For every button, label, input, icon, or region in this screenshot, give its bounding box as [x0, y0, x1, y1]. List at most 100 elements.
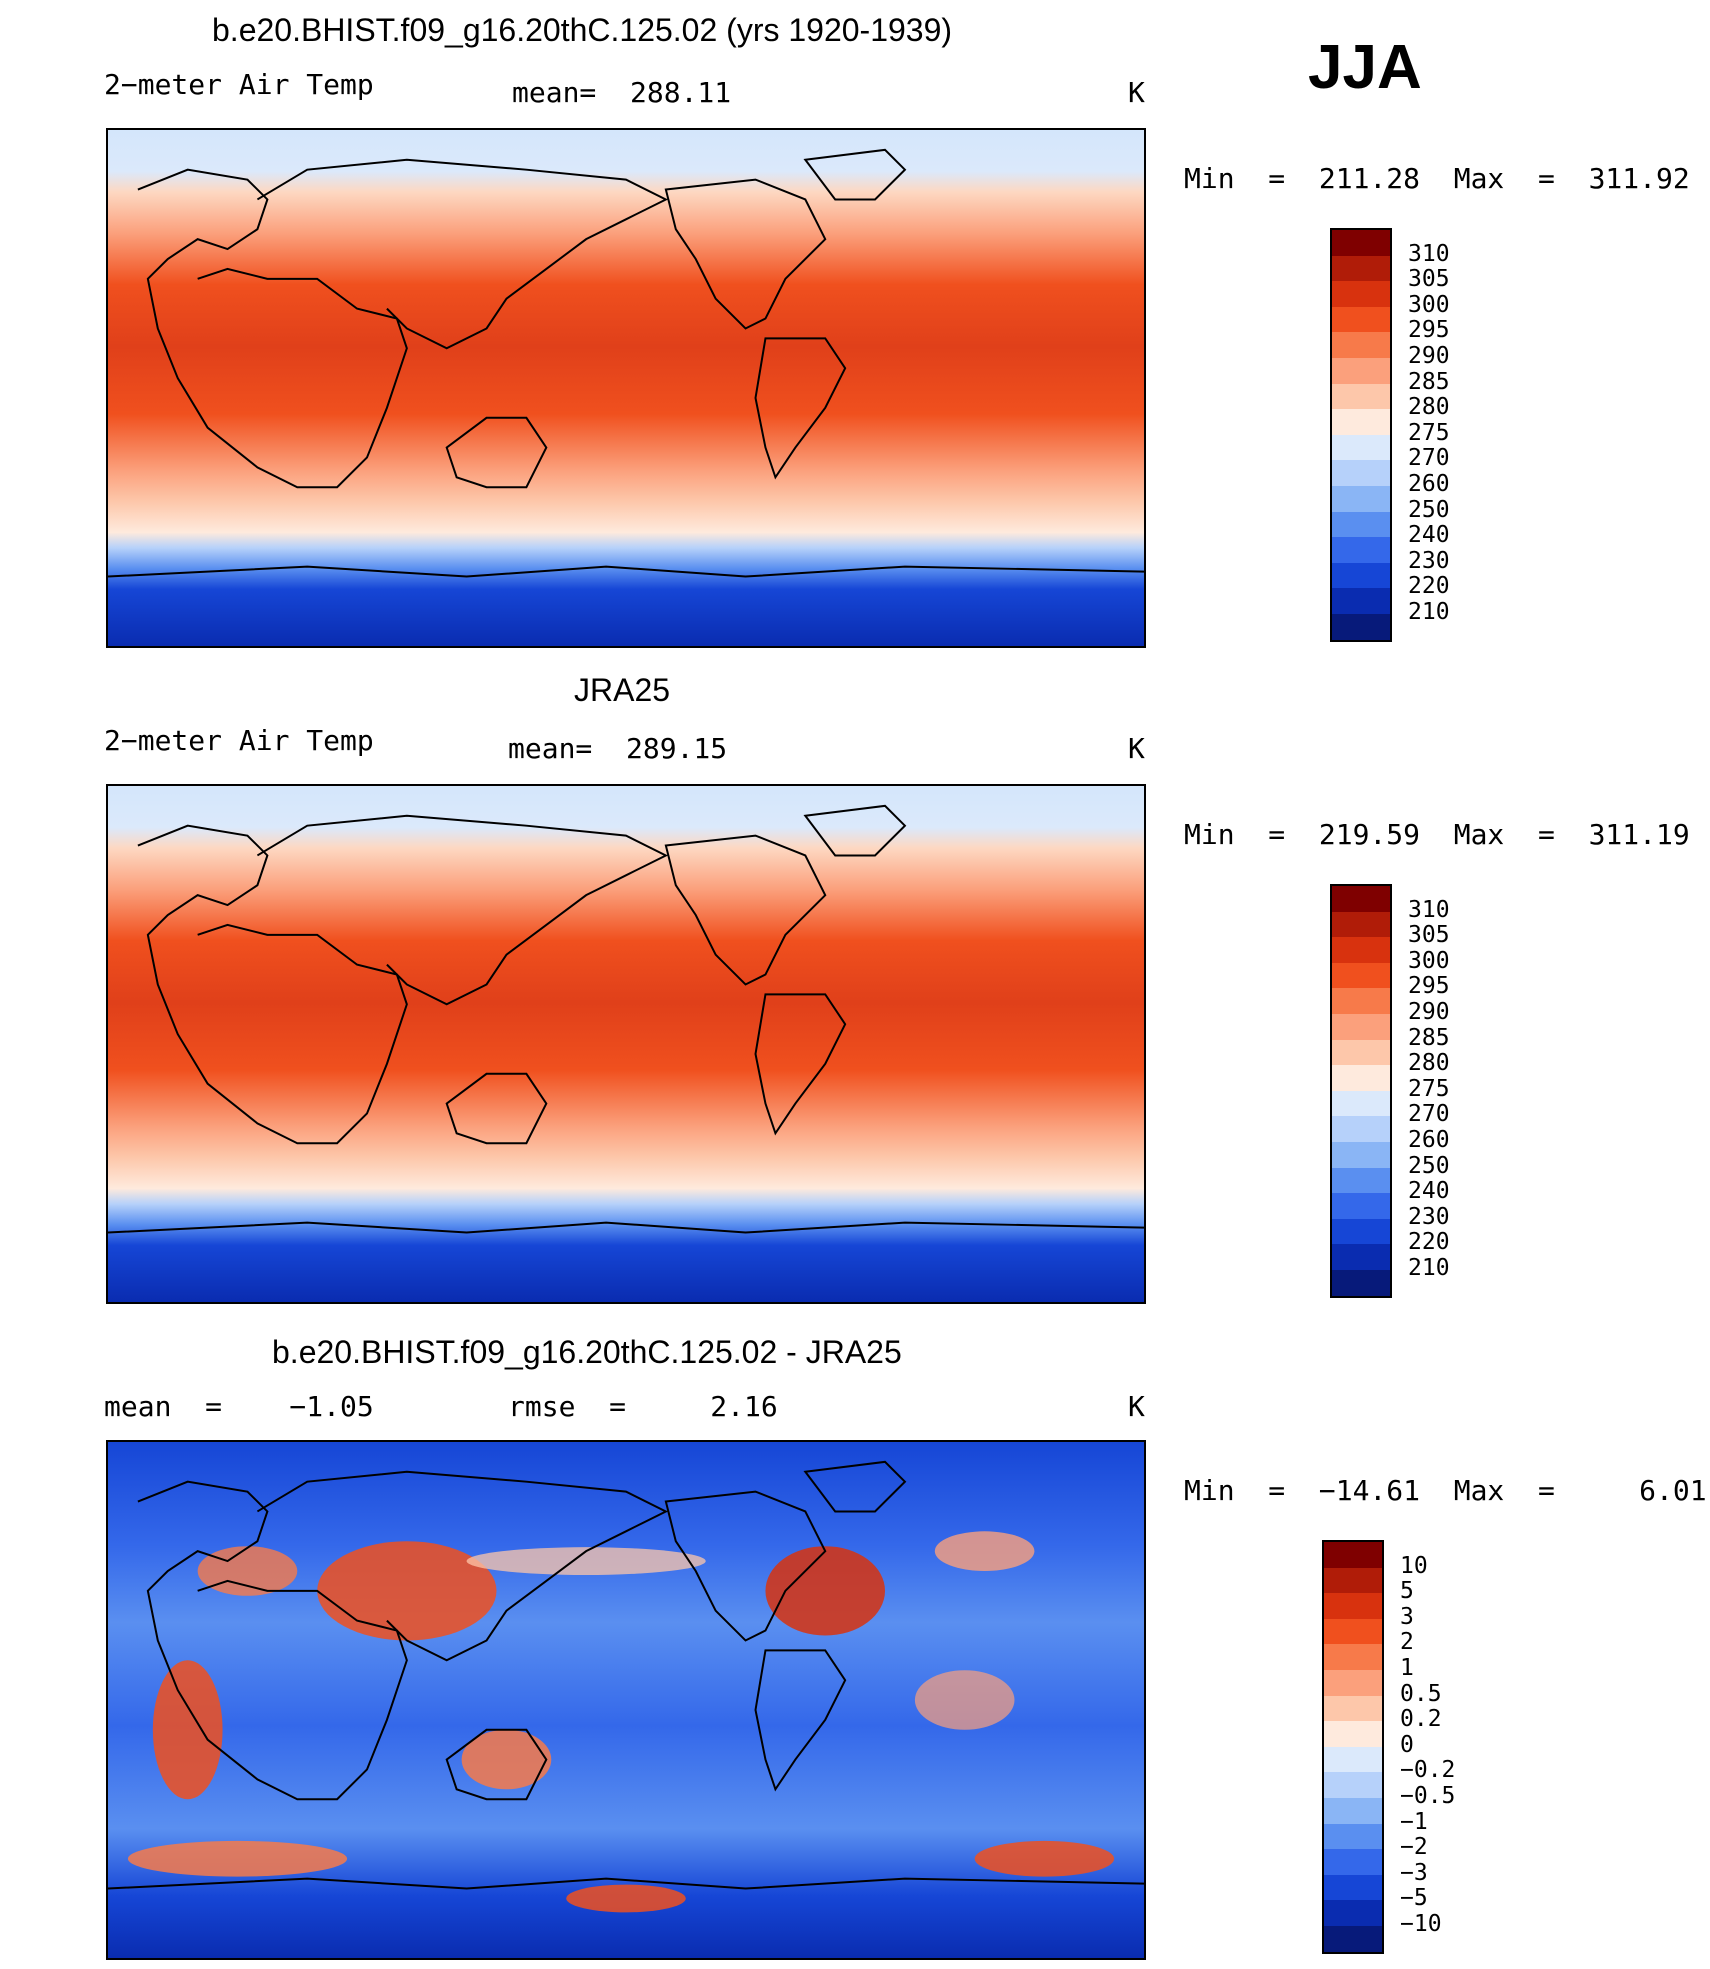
colorbar-swatch — [1332, 255, 1390, 282]
colorbar-swatch — [1332, 537, 1390, 563]
season-label: JJA — [1308, 33, 1422, 102]
colorbar-swatch — [1324, 1695, 1382, 1722]
panel3-map — [106, 1440, 1146, 1960]
colorbar-swatch — [1324, 1721, 1382, 1747]
colorbar-swatch — [1324, 1797, 1382, 1824]
colorbar-label: 10 — [1400, 1552, 1428, 1579]
panel3-title: b.e20.BHIST.f09_g16.20thC.125.02 - JRA25 — [272, 1334, 902, 1370]
colorbar-label: 270 — [1408, 1101, 1450, 1128]
panel2-variable-label: 2−meter Air Temp — [104, 724, 374, 757]
colorbar-label: 310 — [1408, 240, 1450, 267]
colorbar-label: 5 — [1400, 1578, 1414, 1605]
colorbar-swatch — [1332, 460, 1390, 486]
colorbar-swatch — [1332, 409, 1390, 435]
colorbar-swatch — [1324, 1874, 1382, 1901]
colorbar-swatch — [1332, 1116, 1390, 1142]
colorbar-label: −1 — [1400, 1808, 1428, 1835]
colorbar-label: 260 — [1408, 471, 1450, 497]
colorbar-label: 3 — [1400, 1603, 1414, 1630]
colorbar-swatches — [1330, 228, 1392, 642]
colorbar-swatch — [1332, 911, 1390, 938]
panel1-variable-label: 2−meter Air Temp — [104, 68, 374, 101]
panel2-map — [106, 784, 1146, 1304]
colorbar-label: 295 — [1408, 973, 1450, 1000]
colorbar-swatch — [1324, 1618, 1382, 1645]
colorbar-label: 295 — [1408, 317, 1450, 344]
colorbar-label: 250 — [1408, 496, 1450, 523]
colorbar-swatch — [1324, 1823, 1382, 1850]
colorbar-swatch — [1332, 281, 1390, 307]
colorbar-label: 270 — [1408, 445, 1450, 472]
panel1-units: K — [1128, 76, 1145, 109]
colorbar-label: −5 — [1400, 1885, 1428, 1912]
colorbar-label: 230 — [1408, 1203, 1450, 1230]
colorbar-swatch — [1332, 306, 1390, 333]
panel3-mean-label: mean = −1.05 — [104, 1390, 374, 1423]
colorbar-label: 280 — [1408, 394, 1450, 421]
colorbar-swatch — [1332, 485, 1390, 512]
colorbar-label: 230 — [1408, 547, 1450, 574]
colorbar-label: 290 — [1408, 343, 1450, 369]
panel3-rmse-label: rmse = 2.16 — [508, 1390, 778, 1423]
colorbar-swatch — [1332, 1141, 1390, 1168]
colorbar-swatch — [1324, 1772, 1382, 1798]
colorbar-label: 220 — [1408, 1229, 1450, 1256]
colorbar-swatch — [1332, 1039, 1390, 1066]
colorbar-label: 285 — [1408, 1024, 1450, 1051]
colorbar-label: −0.2 — [1400, 1757, 1456, 1784]
panel3-units: K — [1128, 1390, 1145, 1423]
colorbar-label: 290 — [1408, 999, 1450, 1025]
colorbar-label: −2 — [1400, 1834, 1428, 1861]
colorbar-label: 300 — [1408, 291, 1450, 318]
colorbar-label: −3 — [1400, 1859, 1428, 1886]
colorbar-swatch — [1324, 1593, 1382, 1619]
colorbar-swatch — [1332, 962, 1390, 989]
colorbar-label: 260 — [1408, 1127, 1450, 1153]
colorbar-swatch — [1332, 1090, 1390, 1117]
colorbar-label: 285 — [1408, 368, 1450, 395]
colorbar-label: 275 — [1408, 419, 1450, 446]
colorbar-swatches — [1322, 1540, 1384, 1954]
colorbar-swatches — [1330, 884, 1392, 1298]
panel2-minmax: Min = 219.59 Max = 311.19 — [1184, 818, 1690, 851]
colorbar-label: 2 — [1400, 1629, 1414, 1656]
colorbar-swatch — [1332, 588, 1390, 614]
colorbar-label: 210 — [1408, 599, 1450, 625]
colorbar-label: 220 — [1408, 573, 1450, 600]
colorbar-swatch — [1332, 937, 1390, 963]
colorbar-label: 0 — [1400, 1731, 1414, 1758]
colorbar-swatch — [1332, 1244, 1390, 1270]
colorbar-swatch — [1332, 1218, 1390, 1245]
colorbar-swatch — [1332, 230, 1390, 256]
colorbar-label: 305 — [1408, 266, 1450, 293]
colorbar-swatch — [1324, 1746, 1382, 1773]
colorbar-swatch — [1324, 1567, 1382, 1594]
colorbar-swatch — [1324, 1849, 1382, 1875]
colorbar-swatch — [1332, 988, 1390, 1014]
colorbar-label: −0.5 — [1400, 1783, 1456, 1809]
panel3-minmax: Min = −14.61 Max = 6.01 — [1184, 1474, 1707, 1507]
panel2-units: K — [1128, 732, 1145, 765]
colorbar-label: 280 — [1408, 1050, 1450, 1077]
colorbar-swatch — [1332, 613, 1390, 640]
colorbar-swatch — [1332, 1193, 1390, 1219]
colorbar-label: 0.2 — [1400, 1706, 1442, 1733]
colorbar-swatch — [1332, 357, 1390, 384]
colorbar-swatch — [1332, 562, 1390, 589]
colorbar-label: 300 — [1408, 947, 1450, 974]
panel1-mean-label: mean= 288.11 — [512, 76, 732, 109]
panel1-map — [106, 128, 1146, 648]
colorbar-swatch — [1332, 1269, 1390, 1296]
colorbar-label: 305 — [1408, 922, 1450, 949]
colorbar-label: 240 — [1408, 1178, 1450, 1205]
colorbar-label: 0.5 — [1400, 1680, 1442, 1707]
colorbar-swatch — [1324, 1900, 1382, 1926]
colorbar-swatch — [1324, 1925, 1382, 1952]
colorbar-label: −10 — [1400, 1911, 1442, 1937]
colorbar-label: 275 — [1408, 1075, 1450, 1102]
panel1-minmax: Min = 211.28 Max = 311.92 — [1184, 162, 1690, 195]
colorbar-label: 310 — [1408, 896, 1450, 923]
colorbar-label: 240 — [1408, 522, 1450, 549]
colorbar-swatch — [1332, 434, 1390, 461]
colorbar-swatch — [1332, 1167, 1390, 1194]
